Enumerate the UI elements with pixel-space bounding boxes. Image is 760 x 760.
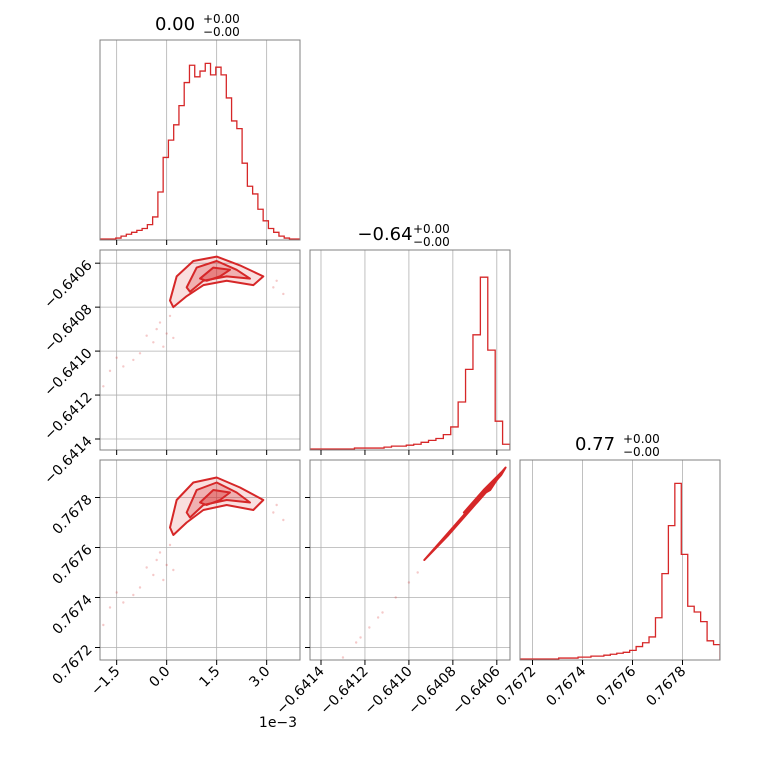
x-tick-label: 1.5: [196, 664, 223, 691]
scatter-point: [145, 334, 148, 337]
scatter-point: [165, 563, 168, 567]
histogram-1: [310, 276, 510, 450]
scatter-point: [341, 656, 345, 659]
scatter-point: [102, 623, 105, 627]
y-tick-label: 0.7672: [50, 642, 96, 688]
x-tick-label: 0.7678: [643, 664, 689, 710]
panel-2-2: 0.77 +0.00−0.00 0.7672 0.7674 0.7676 0.7678: [493, 432, 721, 710]
scatter-point: [368, 626, 371, 629]
scatter-point: [407, 581, 411, 584]
contour-level-2: [480, 479, 498, 496]
y-tick-label: 0.7678: [50, 492, 96, 538]
scatter-point: [381, 611, 384, 614]
scatter-point: [162, 578, 165, 582]
scatter-point: [155, 327, 158, 331]
scatter-point: [354, 641, 358, 644]
panel-content: [100, 62, 300, 240]
contour-level-0: [169, 476, 265, 536]
scatter-point: [108, 606, 112, 609]
panel-content: [102, 255, 285, 388]
panel-frame: [309, 249, 511, 451]
scatter-point: [172, 336, 175, 340]
scatter-point: [165, 332, 168, 335]
panel-title-2: 0.77: [575, 434, 615, 455]
x-tick-label: 0.7676: [593, 663, 639, 709]
contour-level-2: [199, 489, 231, 506]
scatter-point: [275, 503, 278, 507]
panel-content: [333, 466, 507, 668]
y-tick-label: −0.6406: [41, 257, 95, 311]
title-plus-2: +0.00: [623, 432, 660, 446]
scatter-point: [272, 511, 275, 514]
scatter-point: [168, 543, 172, 547]
scatter-point: [282, 518, 285, 522]
scatter-point: [132, 358, 135, 362]
panel-1-0: −0.6414−0.6412−0.6410−0.6408−0.6406: [41, 249, 301, 488]
panel-frame: [99, 249, 301, 451]
y-tick-label: 0.7674: [50, 592, 96, 638]
scatter-point: [102, 385, 105, 388]
scatter-point: [275, 279, 278, 282]
panel-content: [520, 482, 720, 660]
panel-title-0: 0.00: [155, 14, 195, 35]
panel-frame: [99, 459, 301, 661]
scatter-point: [376, 616, 380, 619]
scatter-point: [152, 341, 155, 344]
title-minus-2: −0.00: [623, 445, 660, 459]
panel-frame: [309, 459, 511, 661]
scatter-point: [122, 365, 125, 368]
scatter-point: [162, 345, 165, 348]
panel-1-1: −0.64 +0.00−0.00: [309, 222, 511, 455]
panel-frame: [519, 459, 721, 661]
panel-0-0: 0.00 +0.00−0.00: [99, 12, 301, 245]
x-tick-label: −0.6406: [449, 663, 503, 717]
scatter-point: [394, 596, 397, 599]
scatter-point: [272, 286, 275, 289]
contour-level-1: [462, 471, 503, 514]
title-plus-1: +0.00: [413, 222, 450, 236]
panel-title-1: −0.64: [357, 224, 412, 245]
histogram-0: [100, 62, 300, 240]
scatter-point: [416, 571, 419, 574]
x-tick-label: −1.5: [88, 664, 123, 699]
panel-frame: [99, 39, 301, 241]
scatter-point: [168, 314, 172, 318]
title-minus-0: −0.00: [203, 25, 240, 39]
scatter-point: [155, 558, 158, 562]
scatter-point: [282, 292, 285, 296]
contour-level-0: [169, 255, 265, 309]
title-plus-0: +0.00: [203, 12, 240, 26]
scatter-point: [115, 591, 118, 594]
scatter-point: [172, 568, 175, 572]
title-minus-1: −0.00: [413, 235, 450, 249]
scatter-point: [152, 573, 155, 577]
scatter-point: [115, 356, 118, 359]
contour-level-0: [423, 466, 507, 561]
x-tick-label: 0.7674: [543, 663, 589, 709]
scatter-point: [158, 551, 162, 554]
x-tick-label: 0.0: [146, 664, 173, 691]
scatter-point: [158, 321, 162, 324]
y-tick-label: 0.7676: [50, 542, 96, 588]
scatter-point: [138, 586, 142, 589]
contour-level-2: [199, 266, 231, 282]
scatter-point: [132, 593, 135, 597]
panel-content: [310, 276, 510, 450]
scatter-point: [108, 369, 112, 373]
x-tick-label: 0.7672: [493, 664, 539, 710]
scatter-point: [122, 601, 125, 604]
histogram-2: [520, 482, 720, 660]
x-tick-label: 3.0: [246, 664, 273, 691]
scatter-point: [145, 566, 148, 569]
panel-2-1: −0.6414−0.6412−0.6410−0.6408−0.6406: [274, 459, 511, 718]
scatter-point: [359, 636, 362, 639]
panel-content: [102, 476, 285, 627]
scatter-point: [138, 352, 142, 355]
scatter-point: [333, 666, 335, 668]
x-offset-label: 1e−3: [259, 715, 297, 731]
